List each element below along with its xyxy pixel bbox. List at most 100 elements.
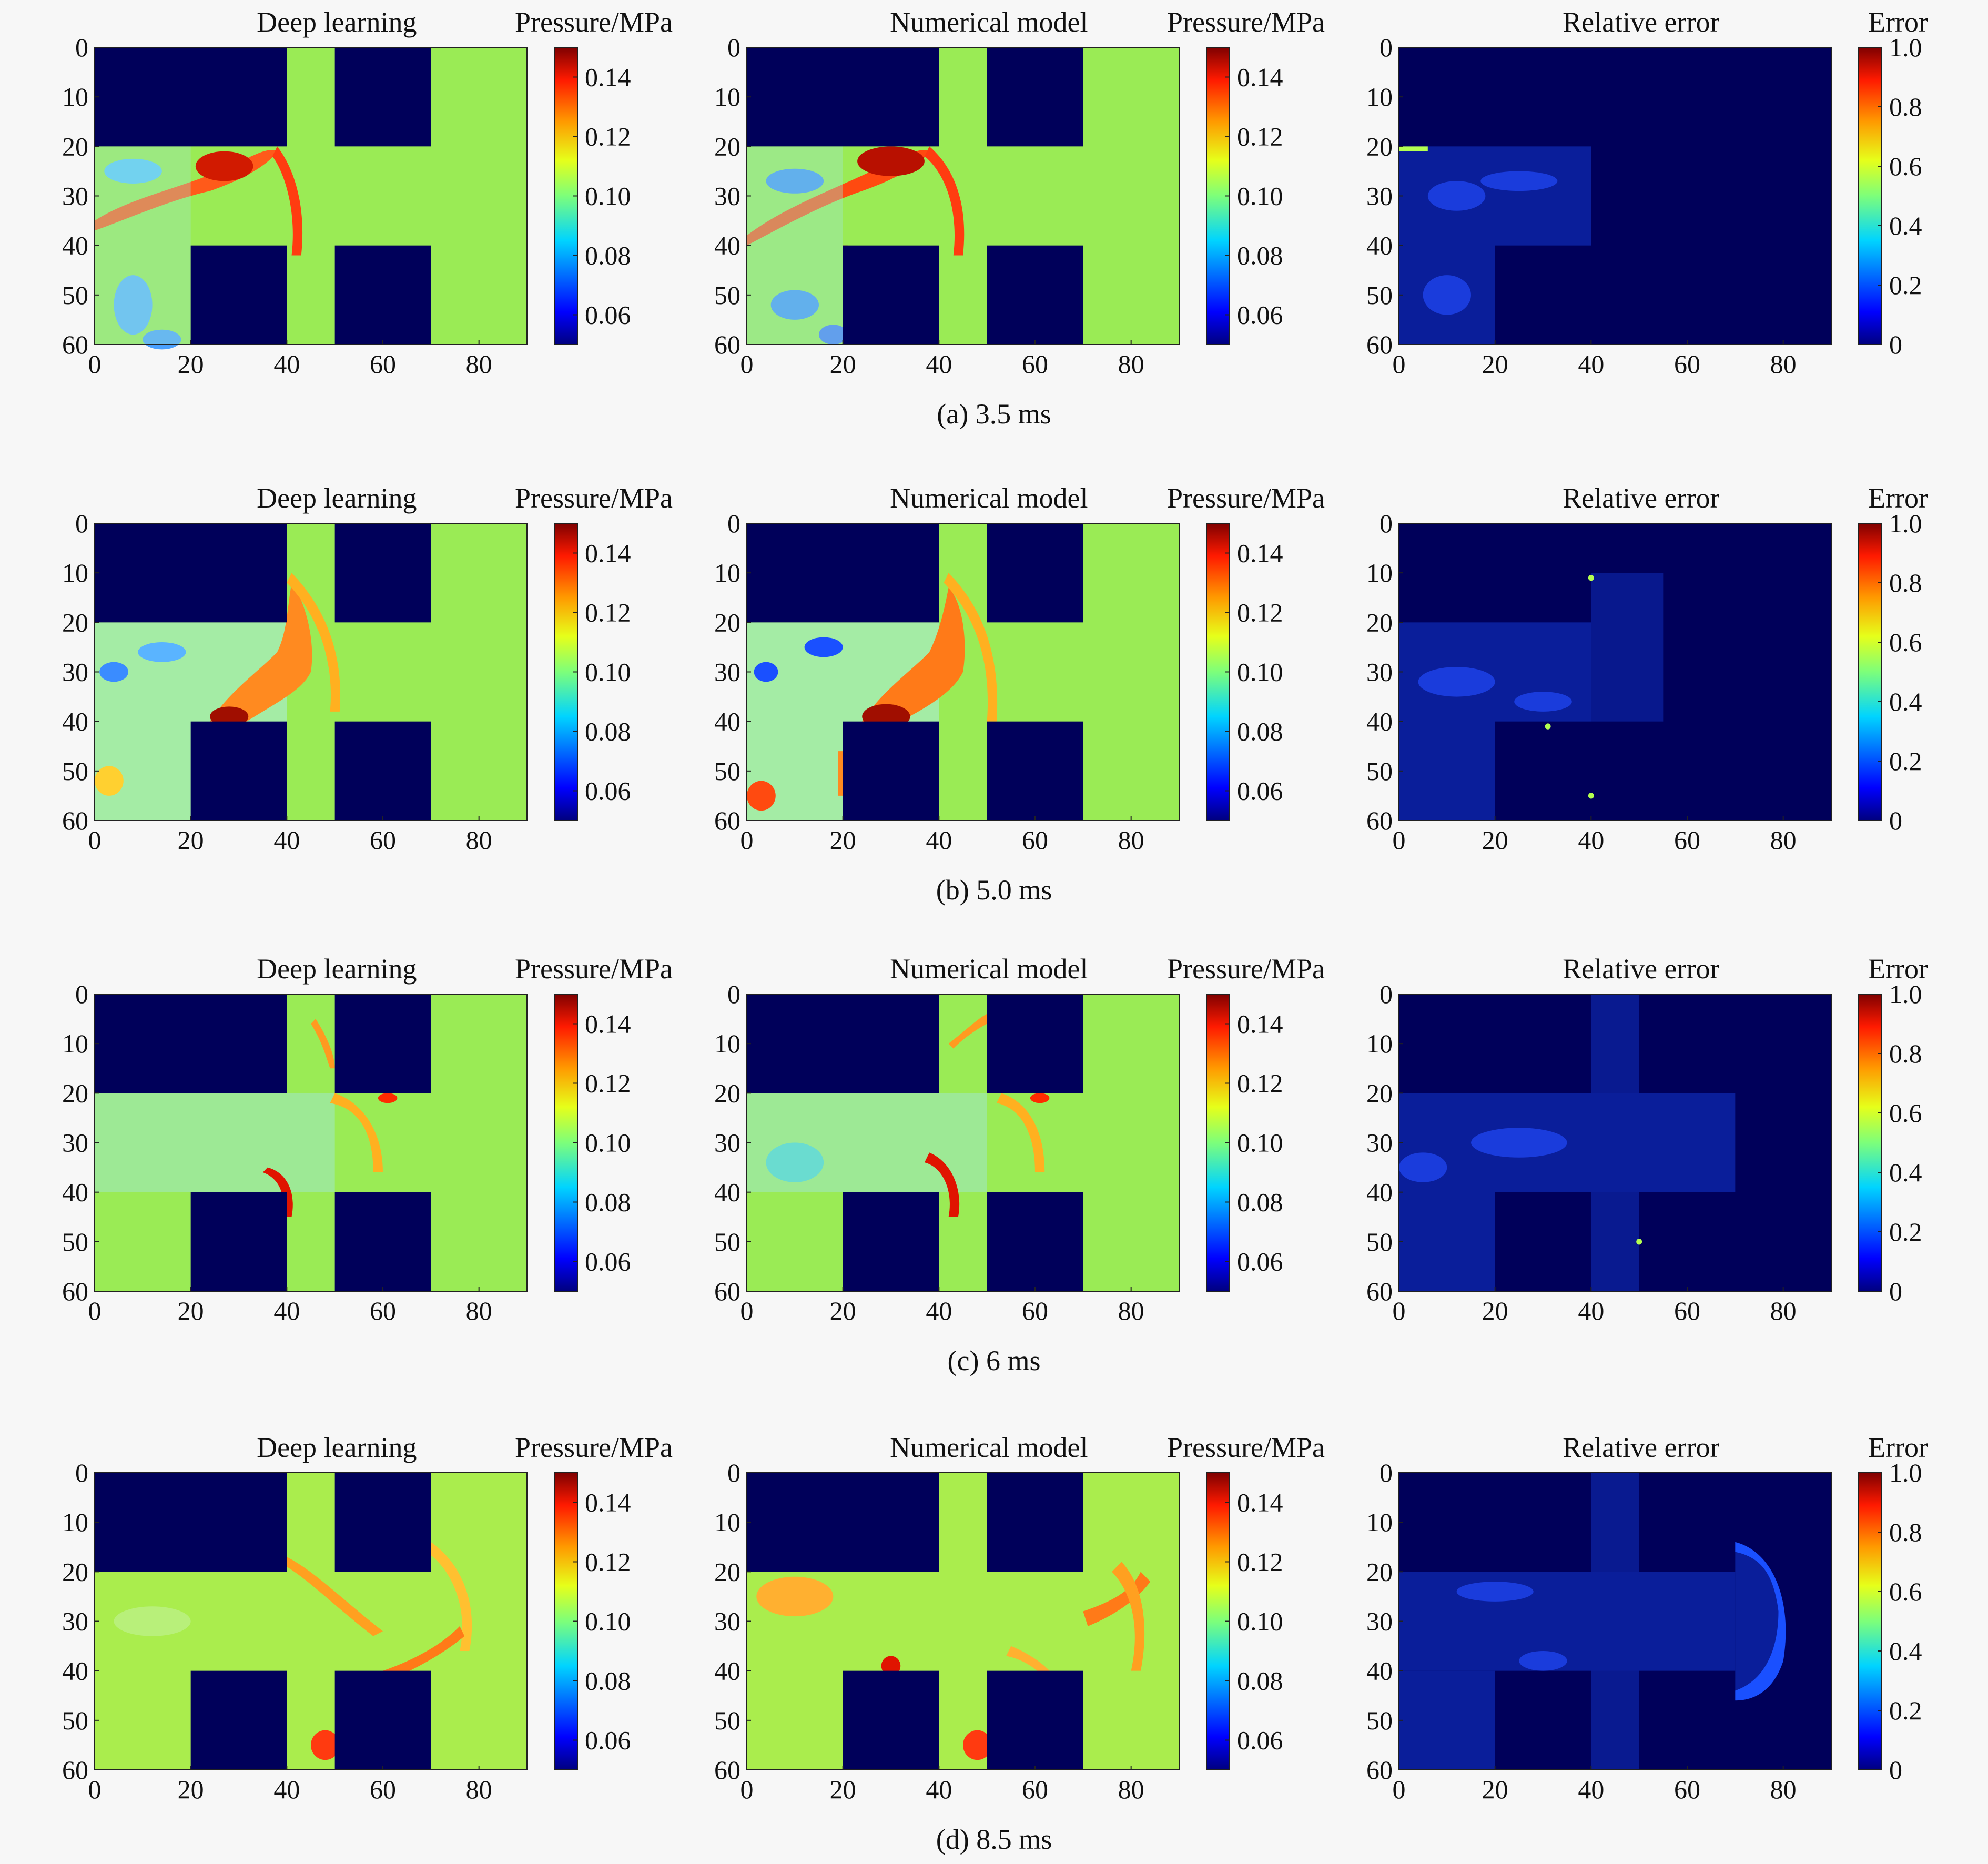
field-features: [95, 1019, 398, 1217]
field-blob: [747, 781, 776, 811]
x-tick-label: 40: [1578, 1775, 1604, 1804]
colorbar-tick-label: 0.10: [1237, 1128, 1283, 1158]
y-tick-label: 40: [62, 231, 88, 260]
x-tick-label: 60: [1022, 825, 1048, 855]
field-blob: [804, 637, 843, 657]
obstacle-block: [334, 245, 431, 345]
panel-2-0: 0 20 40 60 80 0 10 20 30 40 50 60 Deep learning Press…: [62, 953, 673, 1325]
colorbar-tick-label: 0.14: [1237, 1009, 1283, 1039]
row-2: 0 20 40 60 80 0 10 20 30 40 50 60 Deep learning Press…: [62, 953, 1928, 1376]
colorbar-tick-label: 0.10: [585, 1607, 631, 1636]
field-blob: [104, 158, 162, 184]
obstacle-block: [987, 523, 1083, 623]
y-tick-label: 10: [714, 82, 741, 112]
colorbar-tick-label: 0.08: [1237, 1666, 1283, 1696]
x-tick-label: 0: [1393, 349, 1406, 379]
colorbar-tick-label: 0.12: [1237, 1069, 1283, 1098]
x-tick-label: 20: [178, 1296, 204, 1325]
x-tick-label: 40: [273, 349, 300, 379]
panel-2-1: 0 20 40 60 80 0 10 20 30 40 50 60 Numerical model Pre…: [714, 953, 1325, 1325]
obstacle-block: [987, 1670, 1083, 1770]
x-tick-label: 80: [1770, 1296, 1797, 1325]
y-tick-label: 30: [714, 1607, 741, 1636]
obstacle-block: [190, 245, 287, 345]
obstacle-block: [334, 994, 431, 1093]
colorbar-tick-label: 0.4: [1889, 687, 1922, 716]
y-tick-label: 0: [75, 33, 88, 62]
x-tick-label: 0: [741, 1296, 754, 1325]
panel-1-0: 0 20 40 60 80 0 10 20 30 40 50 60 Deep learning Press…: [62, 482, 673, 855]
field-blob: [1588, 574, 1594, 581]
obstacle-block: [190, 1670, 287, 1770]
colorbar-tick-label: 0.14: [1237, 1488, 1283, 1517]
field-blob: [770, 290, 819, 320]
obstacle-block: [747, 994, 939, 1093]
colorbar-tick-label: 0.12: [585, 1547, 631, 1577]
x-tick-label: 20: [1482, 1296, 1508, 1325]
y-tick-label: 30: [714, 657, 741, 687]
colorbar-tick-label: 0.2: [1889, 270, 1922, 300]
field-blob: [819, 325, 848, 345]
colorbar-tick-label: 0.06: [585, 776, 631, 806]
colorbar-tick-label: 0.2: [1889, 1696, 1922, 1725]
x-tick-label: 80: [1770, 1775, 1797, 1804]
colorbar-label: Pressure/MPa: [1167, 482, 1325, 514]
colorbar-tick-label: 0.08: [585, 1666, 631, 1696]
panel-title: Relative error: [1563, 1432, 1719, 1463]
field-blob: [766, 168, 824, 194]
y-tick-label: 0: [75, 509, 88, 538]
y-tick-label: 10: [62, 1029, 88, 1058]
colorbar-tick-label: 0.08: [585, 717, 631, 746]
colorbar-tick-label: 0.06: [1237, 1726, 1283, 1755]
colorbar-tick-label: 0.10: [1237, 657, 1283, 687]
y-tick-label: 20: [714, 1078, 741, 1108]
obstacle-block: [843, 1192, 939, 1291]
field-blob: [1480, 171, 1558, 191]
x-tick-label: 20: [178, 1775, 204, 1804]
colorbar-tick-label: 0.6: [1889, 1577, 1922, 1606]
x-tick-label: 60: [1674, 1775, 1700, 1804]
y-tick-label: 10: [1366, 1507, 1393, 1537]
panel-title: Numerical model: [890, 1432, 1088, 1463]
y-tick-label: 50: [714, 280, 741, 310]
colorbar-tick-label: 0.06: [1237, 300, 1283, 330]
row-1: 0 20 40 60 80 0 10 20 30 40 50 60 Deep learning Press…: [62, 482, 1928, 906]
y-tick-label: 60: [1366, 1755, 1393, 1785]
x-tick-label: 0: [88, 1296, 102, 1325]
x-tick-label: 40: [1578, 825, 1604, 855]
y-tick-label: 10: [62, 82, 88, 112]
x-tick-label: 60: [1022, 1296, 1048, 1325]
y-tick-label: 60: [714, 806, 741, 835]
x-tick-label: 40: [926, 825, 952, 855]
field-region: [95, 146, 191, 345]
x-tick-label: 60: [1022, 1775, 1048, 1804]
x-tick-label: 40: [926, 1775, 952, 1804]
colorbar-tick-label: 0.8: [1889, 1517, 1922, 1547]
field-blob: [138, 642, 186, 662]
y-tick-label: 0: [75, 979, 88, 1009]
obstacle-block: [190, 721, 287, 820]
field-blob: [1418, 667, 1495, 697]
colorbar-label: Error: [1868, 1432, 1928, 1463]
x-tick-label: 80: [1770, 825, 1797, 855]
y-tick-label: 50: [62, 756, 88, 786]
colorbar-tick-label: 0.12: [585, 122, 631, 151]
field-region: [747, 146, 843, 345]
y-tick-label: 60: [62, 1755, 88, 1785]
panel-0-1: 0 20 40 60 80 0 10 20 30 40 50 60 Numerical model Pre…: [714, 6, 1325, 379]
x-tick-label: 20: [830, 1775, 856, 1804]
row-caption: (a) 3.5 ms: [937, 398, 1051, 430]
field-blob: [881, 1656, 901, 1676]
x-tick-label: 40: [273, 1775, 300, 1804]
field-blob: [766, 1142, 824, 1182]
y-tick-label: 20: [1366, 1078, 1393, 1108]
field-blob: [1030, 1093, 1050, 1103]
obstacle-block: [334, 721, 431, 820]
field-region: [1399, 1192, 1495, 1291]
colorbar-tick-label: 0.2: [1889, 746, 1922, 776]
y-tick-label: 10: [62, 558, 88, 587]
y-tick-label: 0: [1380, 1458, 1393, 1487]
x-tick-label: 60: [370, 349, 396, 379]
colorbar-tick-label: 0: [1889, 330, 1902, 359]
x-tick-label: 80: [466, 825, 492, 855]
